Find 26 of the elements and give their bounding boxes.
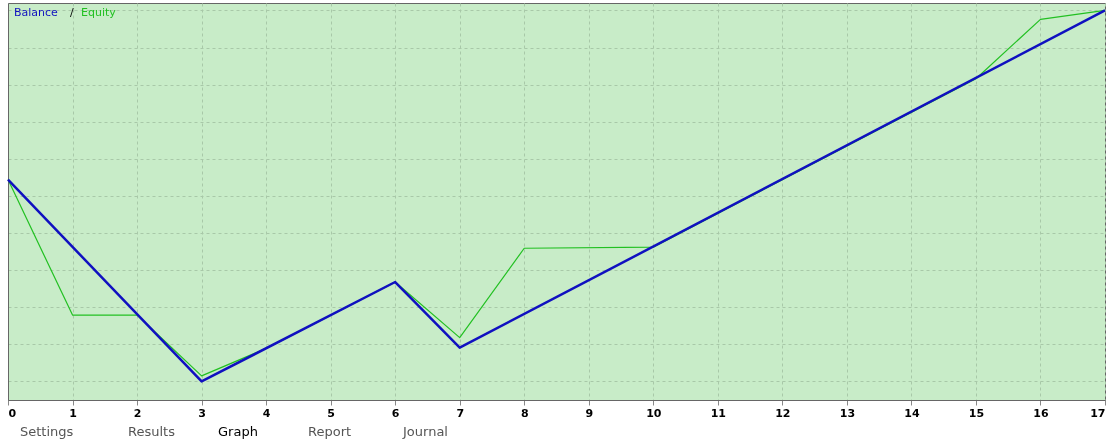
x-tick-label: 9 bbox=[585, 406, 594, 420]
text: Settings bbox=[20, 424, 74, 439]
text: Report bbox=[308, 424, 352, 439]
x-tick-label: 15 bbox=[968, 406, 985, 420]
x-tick-label: 12 bbox=[775, 406, 791, 420]
x-tick-label: 6 bbox=[391, 406, 400, 420]
text: Balance bbox=[14, 6, 59, 19]
text: Journal bbox=[402, 424, 448, 439]
annotation: / bbox=[70, 6, 74, 19]
x-tick-label: 17 bbox=[1090, 406, 1106, 420]
text: Results bbox=[128, 424, 176, 439]
text: Equity bbox=[81, 6, 117, 19]
x-tick-label: 16 bbox=[1033, 406, 1049, 420]
x-tick-label: 3 bbox=[198, 406, 206, 420]
x-tick-label: 0 bbox=[8, 406, 17, 420]
x-tick-label: 10 bbox=[646, 406, 662, 420]
x-tick-label: 11 bbox=[710, 406, 726, 420]
x-tick-label: 13 bbox=[839, 406, 856, 420]
x-tick-label: 14 bbox=[904, 406, 920, 420]
x-tick-label: 1 bbox=[69, 406, 77, 420]
x-tick-label: 4 bbox=[262, 406, 271, 420]
x-tick-label: 2 bbox=[133, 406, 142, 420]
text: Graph bbox=[218, 424, 258, 439]
x-tick-label: 5 bbox=[327, 406, 335, 420]
x-tick-label: 8 bbox=[520, 406, 529, 420]
x-tick-label: 7 bbox=[456, 406, 465, 420]
